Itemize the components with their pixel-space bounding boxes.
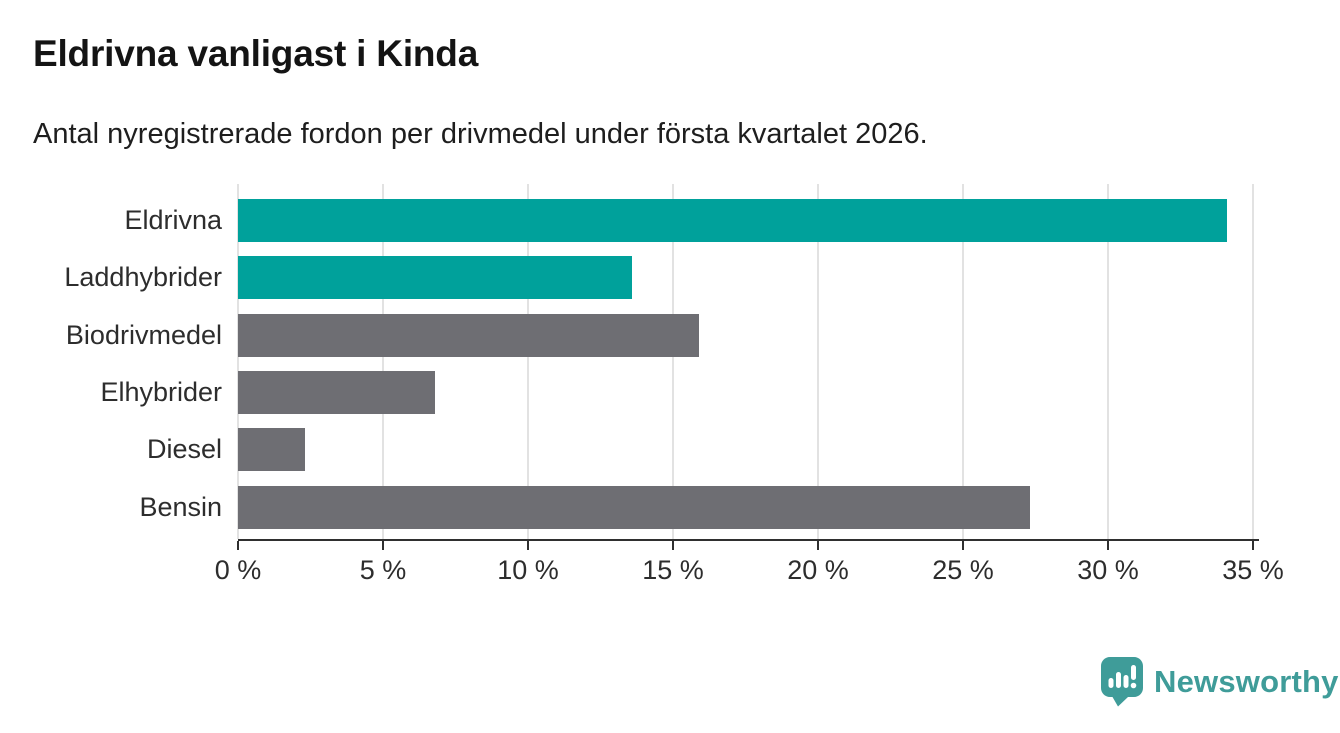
x-axis-tick-5 — [382, 541, 384, 550]
x-axis-tick-label-5: 5 % — [359, 555, 407, 585]
x-axis-tick-label-10: 10 % — [497, 555, 559, 585]
x-axis-tick-35 — [1252, 541, 1254, 550]
x-axis-line — [238, 539, 1259, 541]
y-axis-label-diesel: Diesel — [146, 434, 222, 465]
y-axis-label-biodrivmedel: Biodrivmedel — [65, 319, 222, 350]
gridline-30 — [1107, 184, 1109, 539]
x-axis-tick-20 — [817, 541, 819, 550]
gridline-0 — [237, 184, 239, 539]
x-axis-tick-label-20: 20 % — [787, 555, 849, 585]
y-axis-label-bensin: Bensin — [139, 491, 222, 522]
x-axis-tick-label-0: 0 % — [214, 555, 262, 585]
x-axis-tick-30 — [1107, 541, 1109, 550]
bar-elhybrider — [238, 371, 436, 415]
x-axis-tick-25 — [962, 541, 964, 550]
bar-eldrivna — [238, 199, 1227, 242]
y-axis-labels: Eldrivna Laddhybrider Biodrivmedel Elhybrid… — [0, 186, 222, 539]
y-axis-label-laddhybrider: Laddhybrider — [64, 262, 222, 293]
bar-bensin — [238, 485, 1030, 529]
gridline-15 — [672, 184, 674, 539]
newsworthy-logo-icon — [1101, 657, 1143, 707]
x-axis-tick-15 — [672, 541, 674, 550]
gridline-20 — [817, 184, 819, 539]
newsworthy-logo-text: Newsworthy — [1154, 663, 1339, 699]
y-axis-label-elhybrider: Elhybrider — [100, 377, 222, 408]
bar-laddhybrider — [238, 256, 633, 300]
y-axis-label-eldrivna: Eldrivna — [124, 205, 222, 235]
gridline-25 — [962, 184, 964, 539]
gridline-5 — [382, 184, 384, 539]
x-axis-tick-label-25: 25 % — [932, 555, 994, 585]
x-axis-tick-label-30: 30 % — [1077, 555, 1139, 585]
gridline-35 — [1252, 184, 1254, 539]
x-axis-tick-label-15: 15 % — [642, 555, 704, 585]
bar-diesel — [238, 428, 305, 472]
x-axis-tick-label-35: 35 % — [1222, 555, 1284, 585]
newsworthy-logo: Newsworthy — [1099, 655, 1339, 708]
chart-subtitle: Antal nyregistrerade fordon per drivmede… — [33, 118, 928, 150]
gridline-10 — [527, 184, 529, 539]
bar-biodrivmedel — [238, 313, 700, 357]
x-axis-tick-0 — [237, 541, 239, 550]
chart-title: Eldrivna vanligast i Kinda — [33, 33, 479, 74]
plot-area: 0 % 5 % 10 % 15 % 20 % 25 % 30 % 35 % — [215, 184, 1284, 585]
x-axis-tick-10 — [527, 541, 529, 550]
